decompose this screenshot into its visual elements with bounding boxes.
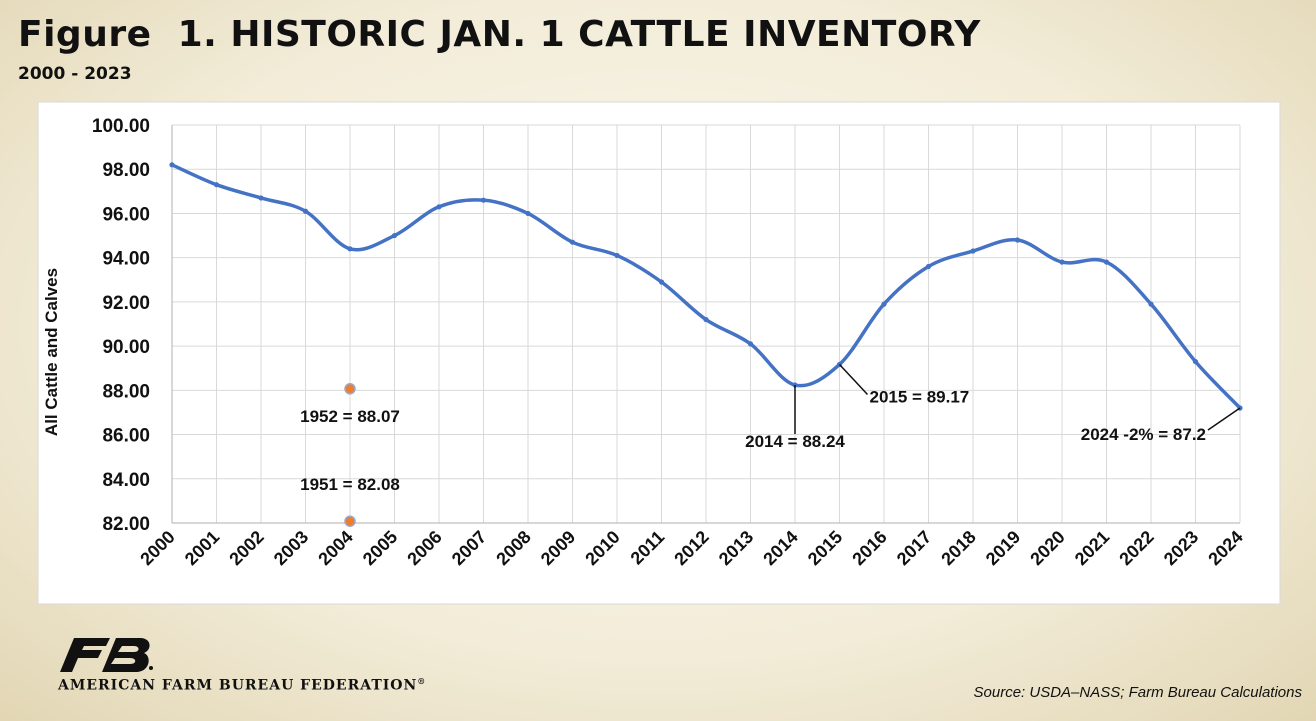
data-point (1014, 237, 1021, 243)
y-tick-label: 94.00 (102, 249, 150, 270)
organization-name-text: AMERICAN FARM BUREAU FEDERATION (58, 677, 418, 694)
y-axis-ticks: 100.00 98.00 96.00 94.00 92.00 90.00 88.00 86.0… (92, 116, 150, 535)
y-tick-label: 84.00 (102, 470, 150, 491)
y-tick-label: 92.00 (102, 293, 150, 314)
historic-point (344, 383, 356, 395)
annotation-leader (1207, 407, 1241, 431)
data-point (747, 341, 754, 347)
annotation-label: 2024 -2% = 87.2 (1081, 425, 1206, 444)
y-tick-label: 86.00 (102, 426, 150, 447)
data-point (703, 316, 709, 323)
data-point (1059, 259, 1065, 265)
organization-name: AMERICAN FARM BUREAU FEDERATION® (58, 676, 426, 694)
data-point (302, 208, 309, 214)
historic-points: 1952 = 88.07 1951 = 82.08 (300, 383, 400, 527)
data-point (436, 204, 442, 210)
historic-point-label: 1952 = 88.07 (300, 407, 400, 426)
annotation-leader (838, 363, 869, 395)
trademark: ® (417, 676, 427, 686)
y-tick-label: 98.00 (102, 160, 150, 181)
data-point (347, 246, 353, 252)
annotations: 2014 = 88.24 2015 = 89.17 2024 -2% = 87.2 (745, 363, 1241, 451)
y-tick-label: 82.00 (102, 514, 150, 535)
data-point (1103, 259, 1110, 265)
y-tick-label: 96.00 (102, 204, 150, 225)
data-point (614, 252, 620, 259)
y-tick-label: 88.00 (102, 381, 150, 402)
annotation-label: 2015 = 89.17 (870, 387, 970, 406)
data-point (169, 162, 175, 168)
chart-subtitle: 2000 - 2023 (18, 64, 132, 84)
y-tick-label: 100.00 (92, 116, 150, 137)
historic-point (344, 515, 356, 527)
data-point (480, 197, 487, 203)
data-point (525, 210, 531, 217)
chart-area: 100.00 98.00 96.00 94.00 92.00 90.00 88.00 86.0… (37, 101, 1281, 605)
data-point (881, 301, 887, 307)
data-point (1148, 301, 1154, 307)
farm-bureau-logo: FB (60, 638, 153, 672)
chart-title: Figure 1. HISTORIC JAN. 1 CATTLE INVENTO… (18, 14, 981, 55)
data-point (1192, 358, 1199, 365)
data-point (258, 195, 264, 201)
source-note: Source: USDA–NASS; Farm Bureau Calculati… (973, 684, 1302, 701)
historic-point-label: 1951 = 82.08 (300, 475, 400, 494)
data-point (925, 263, 932, 270)
data-point (970, 248, 976, 254)
data-point (391, 232, 398, 239)
y-tick-label: 90.00 (102, 337, 150, 358)
chart-panel (37, 101, 1281, 605)
y-axis-label: All Cattle and Calves (42, 268, 61, 436)
data-point (569, 239, 576, 245)
data-point (213, 182, 220, 188)
annotation-label: 2014 = 88.24 (745, 432, 845, 451)
data-point (658, 279, 665, 285)
